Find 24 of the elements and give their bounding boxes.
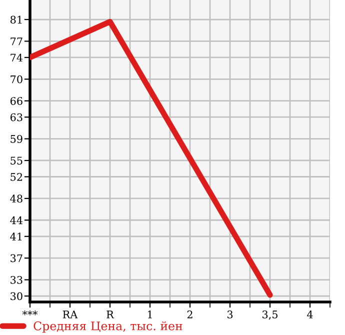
y-tick-label: 44 (10, 216, 23, 224)
x-tick-label: 3 (227, 310, 233, 318)
y-tick-label: 66 (10, 97, 22, 105)
y-tick-label: 74 (10, 54, 23, 62)
y-tick-label: 81 (10, 16, 22, 24)
x-tick-label: R (106, 310, 114, 318)
y-tick-label: 37 (10, 254, 22, 262)
x-tick-label: *** (22, 310, 38, 316)
x-tick-label: 4 (307, 310, 313, 318)
y-tick-label: 33 (10, 276, 22, 284)
y-tick-label: 48 (10, 194, 22, 203)
y-tick-label: 55 (10, 156, 22, 165)
x-tick-label: 2 (187, 310, 192, 318)
x-tick-label: RA (62, 310, 78, 318)
x-tick-label: 3,5 (262, 310, 278, 320)
legend-label: Средняя Цена, тыс. йен (34, 321, 182, 333)
y-tick-label: 59 (10, 135, 22, 143)
y-tick-label: 30 (10, 292, 22, 300)
y-tick-label: 63 (10, 113, 22, 122)
x-tick-label: 1 (148, 310, 152, 318)
y-tick-label: 77 (10, 38, 22, 46)
y-tick-label: 70 (10, 75, 22, 84)
y-tick-label: 41 (10, 232, 22, 240)
y-tick-label: 52 (10, 172, 22, 181)
